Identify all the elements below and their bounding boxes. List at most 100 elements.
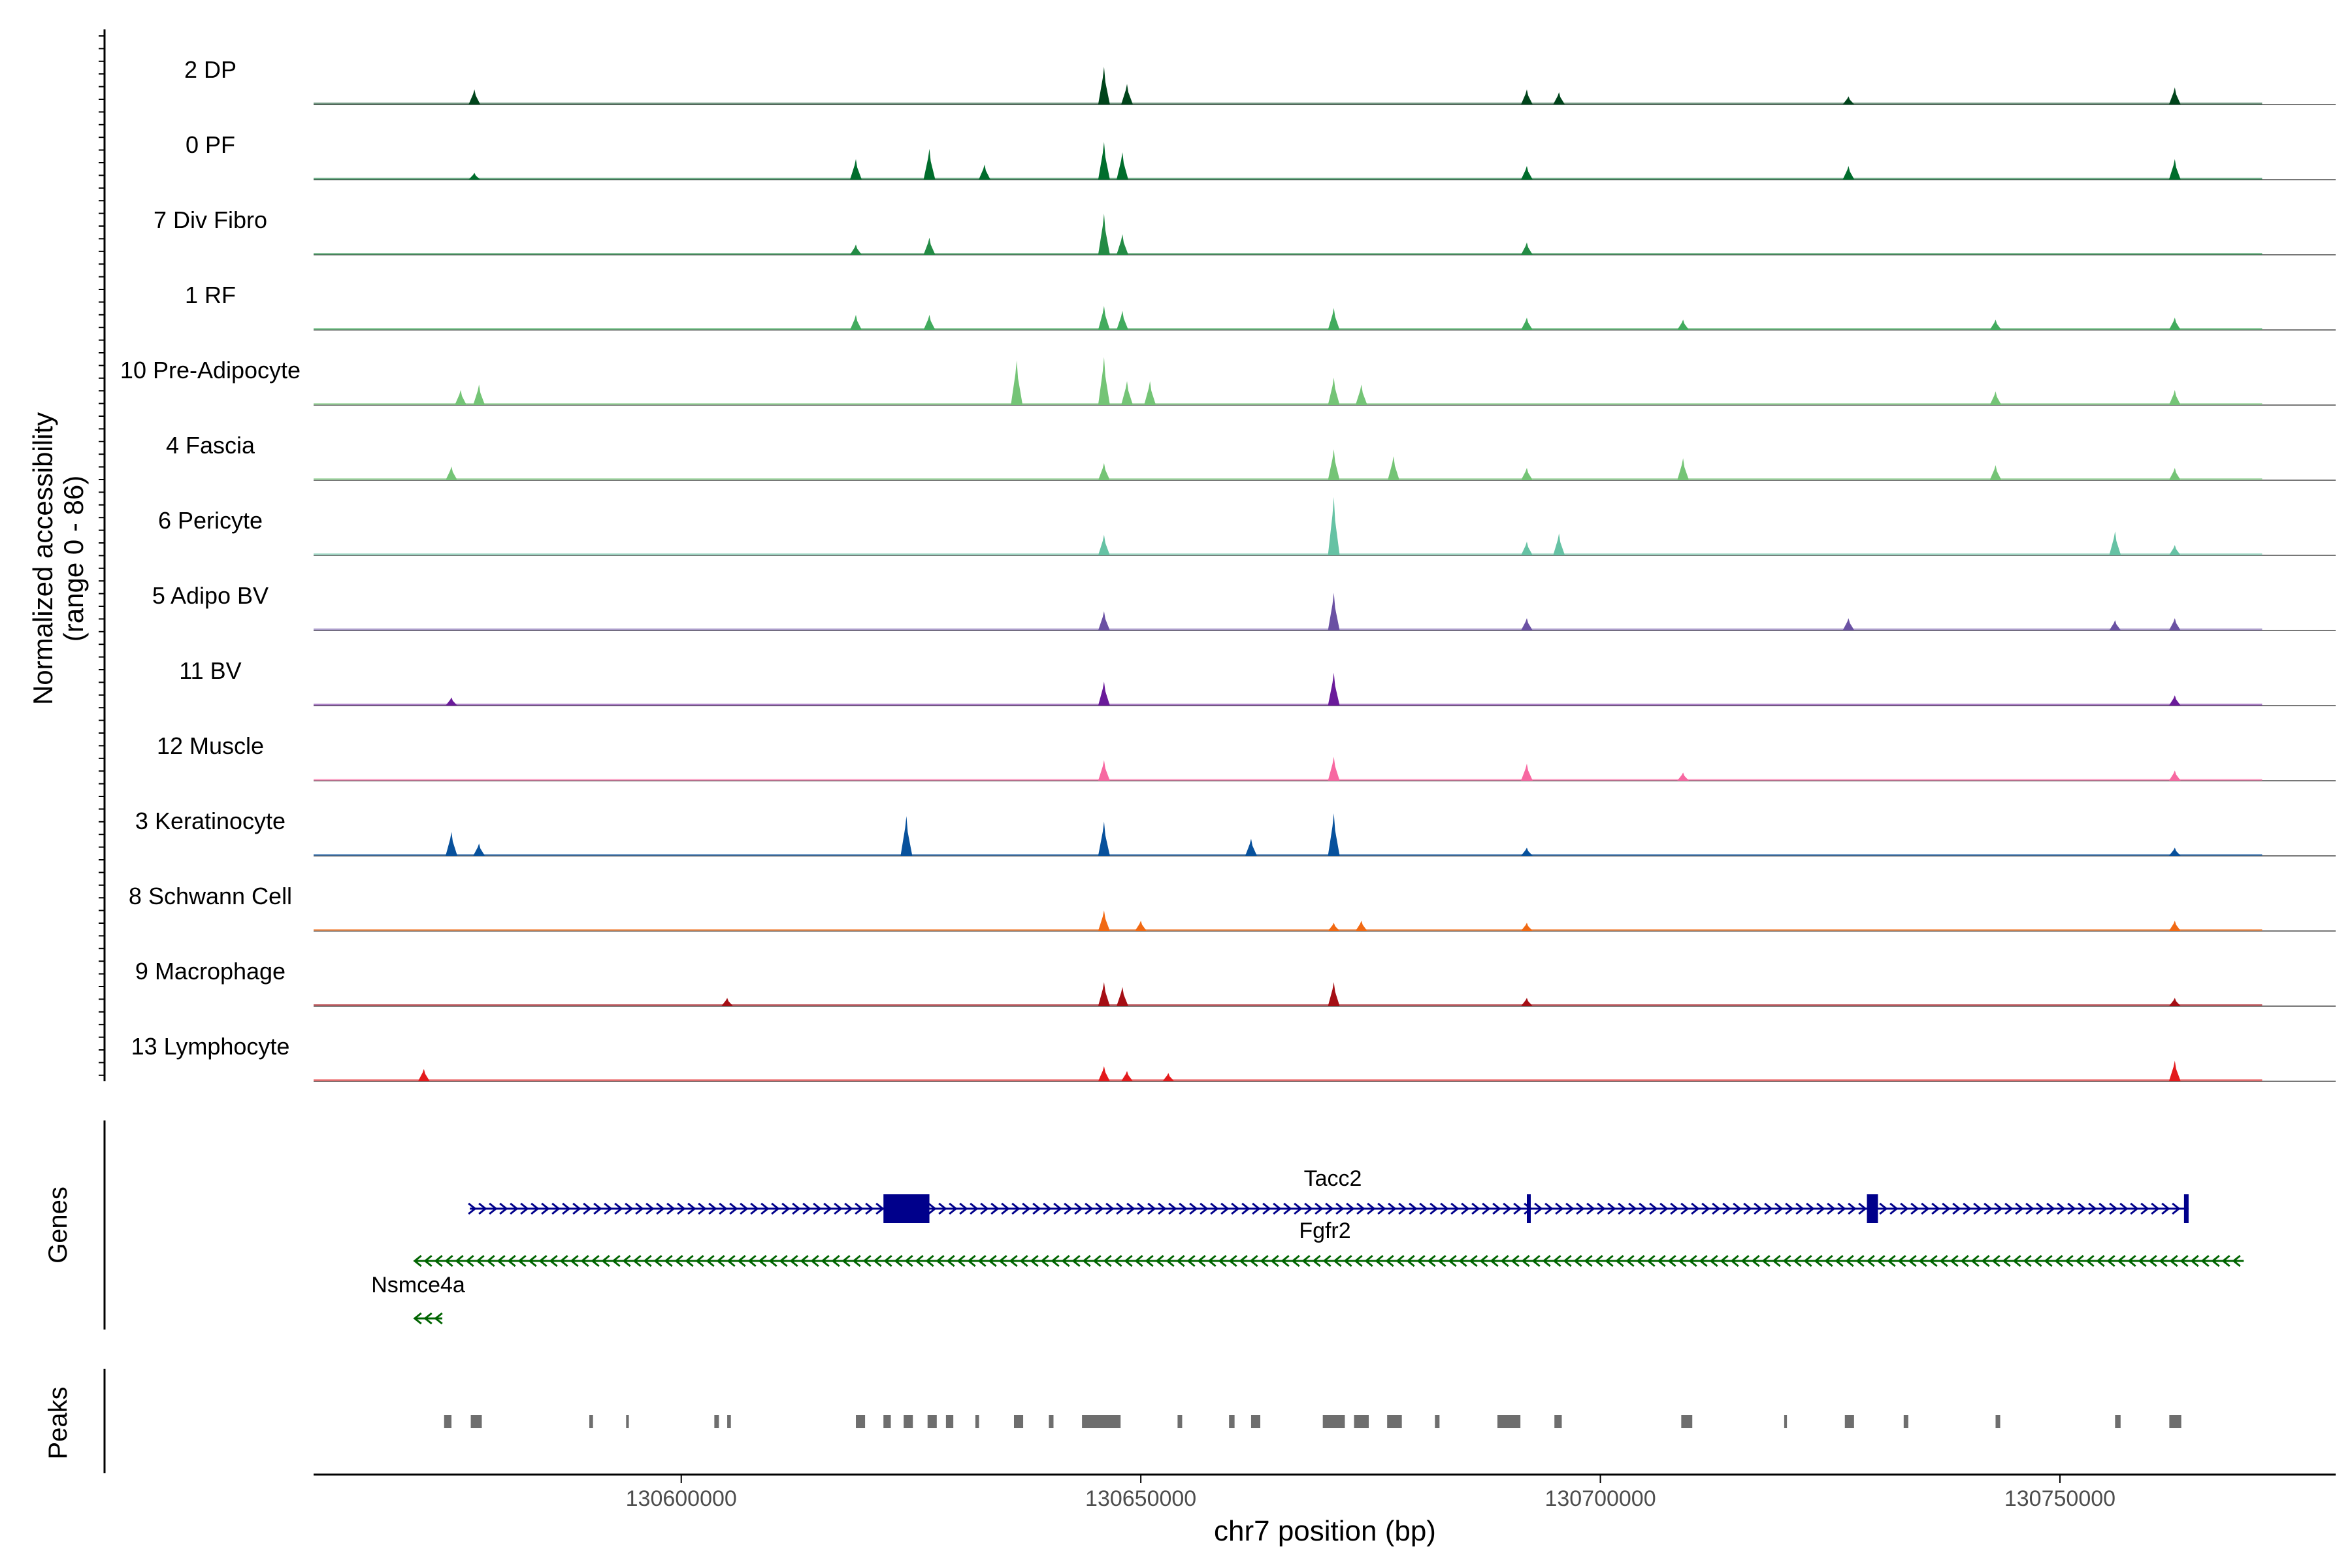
strand-arrow (1155, 1254, 1164, 1267)
strand-arrow (1691, 1202, 1700, 1215)
strand-arrow (779, 1254, 788, 1267)
strand-arrow (834, 1202, 843, 1215)
strand-arrow (1544, 1202, 1554, 1215)
coverage-peak (1098, 463, 1110, 480)
strand-arrow (1929, 1254, 1938, 1267)
strand-arrow (1490, 1254, 1499, 1267)
strand-arrow (2140, 1202, 2149, 1215)
strand-arrow (1335, 1202, 1345, 1215)
strand-arrow (1659, 1202, 1669, 1215)
strand-arrow (1158, 1202, 1167, 1215)
peak-region (1387, 1415, 1402, 1428)
strand-arrow (1931, 1202, 1940, 1215)
strand-arrow (572, 1202, 581, 1215)
strand-arrow (1145, 1254, 1154, 1267)
strand-arrow (517, 1254, 527, 1267)
strand-arrow (1416, 1254, 1426, 1267)
strand-arrow (1918, 1254, 1927, 1267)
strand-arrow (831, 1254, 840, 1267)
coverage-peak (1521, 923, 1533, 931)
strand-arrow (1364, 1254, 1373, 1267)
coverage-peak (1553, 533, 1565, 555)
strand-arrow (1848, 1202, 1857, 1215)
peak-region (444, 1415, 452, 1428)
strand-arrow (1450, 1202, 1460, 1215)
strand-arrow (593, 1202, 602, 1215)
strand-arrow (2161, 1202, 2170, 1215)
strand-arrow (1542, 1254, 1551, 1267)
strand-arrow (2002, 1254, 2011, 1267)
strand-arrow (622, 1254, 631, 1267)
strand-arrow (486, 1254, 495, 1267)
strand-arrow (1761, 1254, 1771, 1267)
strand-arrow (865, 1202, 874, 1215)
strand-arrow (643, 1254, 652, 1267)
strand-arrow (852, 1254, 861, 1267)
coverage-peak (2109, 531, 2121, 555)
strand-arrow (1437, 1254, 1446, 1267)
strand-arrow (1709, 1254, 1718, 1267)
strand-arrow (1743, 1202, 1752, 1215)
strand-arrow (1166, 1254, 1175, 1267)
peak-region (1082, 1415, 1121, 1428)
strand-arrow (2180, 1254, 2189, 1267)
strand-arrow (468, 1202, 477, 1215)
strand-arrow (1503, 1202, 1512, 1215)
strand-arrow (873, 1254, 882, 1267)
track-10 (314, 813, 2336, 857)
strand-arrow (1082, 1254, 1091, 1267)
strand-arrow (1197, 1254, 1206, 1267)
strand-arrow (1001, 1202, 1010, 1215)
coverage-peak (1989, 465, 2002, 480)
strand-arrow (2159, 1254, 2168, 1267)
coverage-peak (2168, 695, 2181, 706)
track-1 (314, 142, 2336, 180)
track-label: 13 Lymphocyte (131, 1033, 290, 1060)
strand-arrow (423, 1312, 433, 1325)
strand-arrow (1511, 1254, 1520, 1267)
strand-arrow (1458, 1254, 1467, 1267)
coverage-peak (1388, 456, 1400, 480)
strand-arrow (1189, 1202, 1198, 1215)
strand-arrow (729, 1202, 738, 1215)
strand-arrow (562, 1202, 571, 1215)
strand-arrow (2033, 1254, 2042, 1267)
coverage-peak (1842, 618, 1855, 630)
strand-arrow (760, 1202, 770, 1215)
coverage-peak (1098, 67, 1110, 105)
coverage-peak (1098, 821, 1110, 856)
strand-arrow (1701, 1202, 1710, 1215)
strand-arrow (664, 1254, 673, 1267)
coverage-tracks (314, 67, 2336, 1082)
track-background-signal (314, 103, 2262, 105)
track-label: 5 Adipo BV (152, 582, 269, 609)
strand-arrow (698, 1202, 707, 1215)
x-axis-label: chr7 position (bp) (1214, 1515, 1436, 1547)
strand-arrow (928, 1202, 937, 1215)
strand-arrow (541, 1202, 550, 1215)
coverage-peak (978, 164, 990, 180)
strand-arrow (1827, 1202, 1836, 1215)
gene-nsmce4a: Nsmce4a (371, 1273, 465, 1325)
strand-arrow (1375, 1254, 1384, 1267)
strand-arrow (2221, 1254, 2230, 1267)
strand-arrow (1406, 1254, 1415, 1267)
strand-arrow (2148, 1254, 2157, 1267)
strand-arrow (1973, 1202, 1982, 1215)
strand-arrow (1555, 1202, 1564, 1215)
strand-arrow (2117, 1254, 2126, 1267)
track-label: 8 Schwann Cell (129, 883, 292, 909)
track-label: 10 Pre-Adipocyte (120, 357, 301, 384)
strand-arrow (1333, 1254, 1342, 1267)
strand-arrow (444, 1254, 453, 1267)
strand-arrow (1396, 1254, 1405, 1267)
strand-arrow (2004, 1202, 2014, 1215)
strand-arrow (1879, 1202, 1888, 1215)
coverage-peak (1098, 982, 1110, 1006)
strand-arrow (2151, 1202, 2160, 1215)
strand-arrow (1388, 1202, 1397, 1215)
strand-arrow (980, 1202, 989, 1215)
peak-region (589, 1415, 593, 1428)
strand-arrow (1900, 1202, 1909, 1215)
strand-arrow (1952, 1202, 1961, 1215)
